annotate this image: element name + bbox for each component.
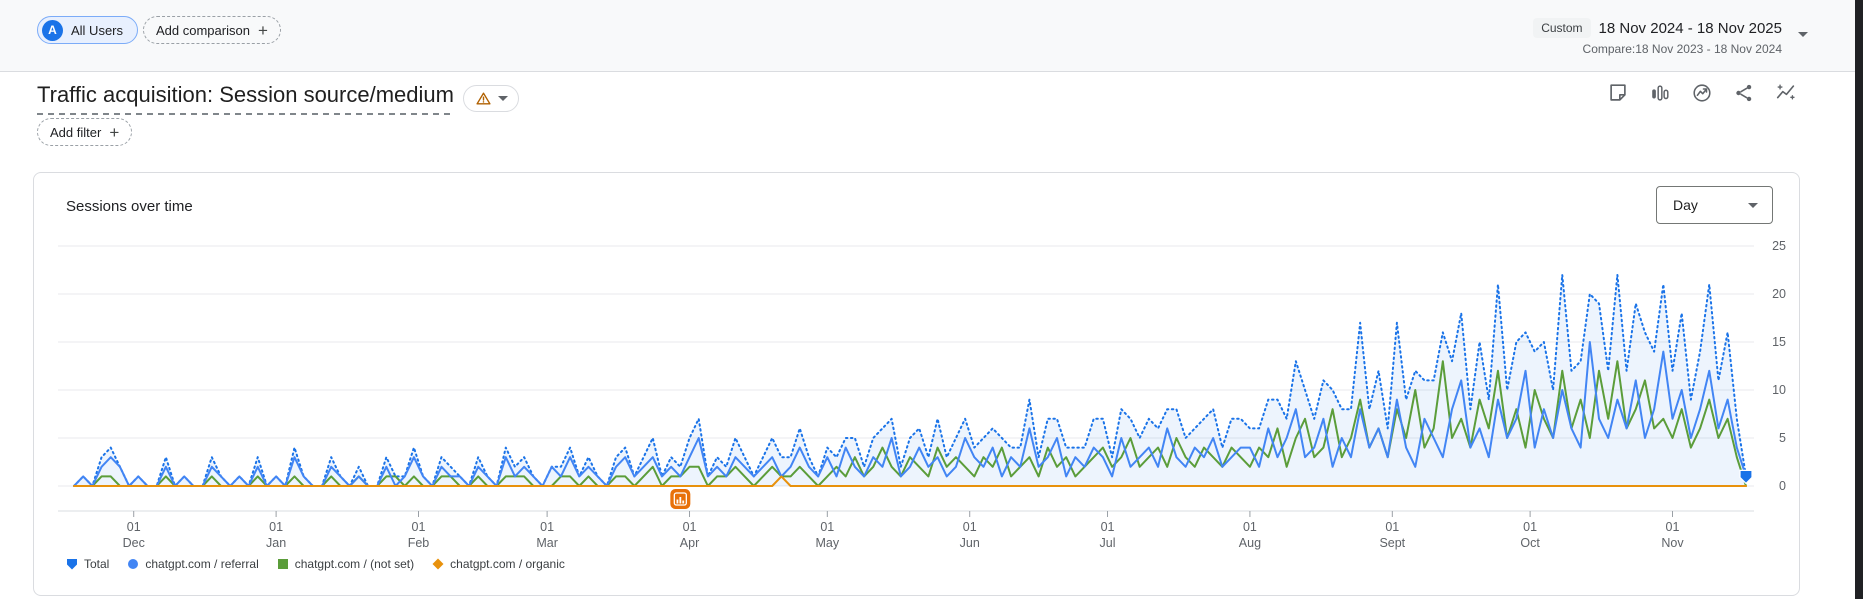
- svg-text:Dec: Dec: [123, 536, 145, 550]
- share-icon[interactable]: [1733, 82, 1755, 104]
- sessions-over-time-card: Sessions over time Day 0 5 10 15 20 25 01 Dec 01…: [33, 172, 1800, 596]
- svg-text:Jul: Jul: [1100, 536, 1116, 550]
- chart-legend: Total chatgpt.com / referral chatgpt.com /…: [66, 557, 565, 571]
- svg-text:Sept: Sept: [1379, 536, 1405, 550]
- svg-text:01: 01: [1523, 520, 1537, 534]
- chart-title: Sessions over time: [66, 198, 193, 215]
- legend-label: chatgpt.com / (not set): [294, 557, 415, 571]
- svg-text:01: 01: [683, 520, 697, 534]
- legend-pentagon-marker-icon: [67, 559, 77, 570]
- data-quality-warning-button[interactable]: [463, 85, 519, 112]
- segment-a-badge: A: [42, 19, 63, 41]
- legend-diamond-marker-icon: [432, 558, 444, 570]
- all-users-label: All Users: [71, 22, 124, 38]
- date-range-text: 18 Nov 2024 - 18 Nov 2025: [1598, 19, 1782, 37]
- legend-item[interactable]: chatgpt.com / (not set): [277, 557, 414, 571]
- legend-item[interactable]: Total: [66, 557, 109, 571]
- granularity-value: Day: [1673, 197, 1698, 213]
- granularity-caret-icon: [1748, 202, 1758, 208]
- bar-chart-icon[interactable]: [1649, 82, 1671, 104]
- svg-text:25: 25: [1772, 239, 1786, 253]
- svg-text:10: 10: [1772, 383, 1786, 397]
- svg-text:01: 01: [820, 520, 834, 534]
- svg-text:01: 01: [963, 520, 977, 534]
- svg-text:Mar: Mar: [536, 536, 558, 550]
- svg-text:Apr: Apr: [680, 536, 699, 550]
- warning-icon: [475, 92, 491, 105]
- date-range-picker[interactable]: Custom 18 Nov 2024 - 18 Nov 2025 Compare…: [1533, 18, 1782, 56]
- date-range-caret-icon[interactable]: [1798, 32, 1808, 37]
- page-title[interactable]: Traffic acquisition: Session source/medi…: [37, 82, 454, 115]
- chart-canvas: 0 5 10 15 20 25 01 Dec 01 Jan 01 Feb 01 Mar 01 Apr 01 May…: [58, 239, 1786, 550]
- svg-text:01: 01: [1385, 520, 1399, 534]
- add-comparison-label: Add comparison: [156, 22, 250, 38]
- svg-text:01: 01: [1101, 520, 1115, 534]
- granularity-dropdown[interactable]: Day: [1656, 186, 1773, 224]
- insights-icon[interactable]: [1775, 82, 1797, 104]
- legend-item[interactable]: chatgpt.com / organic: [432, 557, 565, 571]
- svg-text:15: 15: [1772, 335, 1786, 349]
- svg-text:Jan: Jan: [266, 536, 286, 550]
- legend-label: chatgpt.com / referral: [145, 557, 259, 571]
- svg-text:Oct: Oct: [1520, 536, 1540, 550]
- legend-circle-marker-icon: [128, 559, 139, 569]
- svg-text:0: 0: [1779, 479, 1786, 493]
- custom-range-badge: Custom: [1533, 18, 1591, 38]
- line-chart[interactable]: 0 5 10 15 20 25 01 Dec 01 Jan 01 Feb 01 Mar 01 Apr 01 May…: [34, 231, 1799, 553]
- compare-range-text: Compare:18 Nov 2023 - 18 Nov 2024: [1582, 42, 1782, 56]
- svg-text:01: 01: [269, 520, 283, 534]
- add-filter-button[interactable]: Add filter +: [37, 118, 133, 146]
- add-filter-label: Add filter: [50, 124, 102, 140]
- svg-text:May: May: [816, 536, 840, 550]
- all-users-segment-chip[interactable]: A All Users: [37, 16, 139, 44]
- notes-icon[interactable]: [1607, 82, 1629, 104]
- window-edge: [1855, 0, 1863, 599]
- legend-square-marker-icon: [277, 559, 288, 569]
- svg-text:Nov: Nov: [1661, 536, 1684, 550]
- svg-text:01: 01: [1666, 520, 1680, 534]
- svg-text:Jun: Jun: [960, 536, 980, 550]
- legend-item[interactable]: chatgpt.com / referral: [127, 557, 259, 571]
- svg-text:20: 20: [1772, 287, 1786, 301]
- benchmark-icon[interactable]: [1691, 82, 1713, 104]
- svg-text:01: 01: [412, 520, 426, 534]
- svg-text:5: 5: [1779, 431, 1786, 445]
- legend-label: chatgpt.com / organic: [450, 557, 565, 571]
- svg-text:01: 01: [1243, 520, 1257, 534]
- svg-text:01: 01: [127, 520, 141, 534]
- report-actions: [1607, 82, 1797, 104]
- warning-caret-icon: [497, 96, 508, 101]
- add-comparison-button[interactable]: Add comparison +: [143, 16, 281, 44]
- plus-icon: +: [109, 122, 120, 142]
- svg-text:01: 01: [540, 520, 554, 534]
- top-bar: A All Users Add comparison + Custom 18 N…: [0, 0, 1855, 72]
- plus-icon: +: [257, 20, 268, 40]
- svg-text:Feb: Feb: [408, 536, 430, 550]
- legend-label: Total: [84, 557, 110, 571]
- svg-text:Aug: Aug: [1239, 536, 1261, 550]
